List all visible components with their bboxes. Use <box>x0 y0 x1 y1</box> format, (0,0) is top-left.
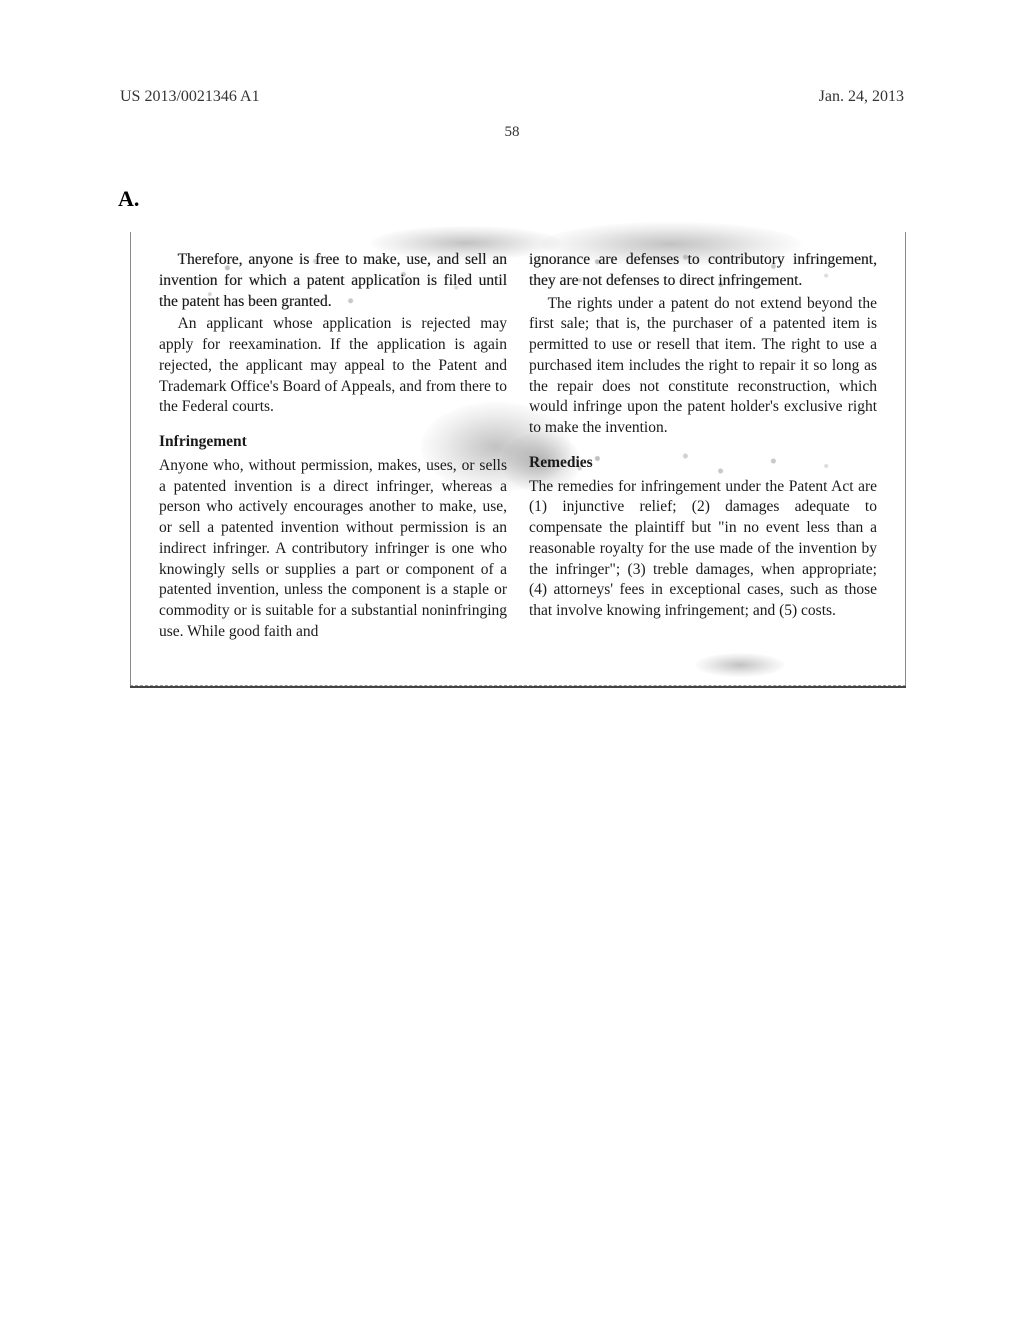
right-column: ignorance are defenses to contributory i… <box>529 250 877 645</box>
doc-date: Jan. 24, 2013 <box>819 88 904 106</box>
left-h-infringement: Infringement <box>159 432 507 453</box>
left-p1: Therefore, anyone is free to make, use, … <box>159 250 507 312</box>
left-column: Therefore, anyone is free to make, use, … <box>159 250 507 645</box>
page-number: 58 <box>0 124 1024 141</box>
right-h-remedies: Remedies <box>529 453 877 474</box>
left-p2: An applicant whose application is reject… <box>159 314 507 418</box>
section-letter: A. <box>118 186 1024 212</box>
right-p2: The rights under a patent do not extend … <box>529 294 877 439</box>
scan-content: Therefore, anyone is free to make, use, … <box>130 232 906 686</box>
right-p3: The remedies for infringement under the … <box>529 477 877 622</box>
right-p1: ignorance are defenses to contributory i… <box>529 250 877 292</box>
page-header: US 2013/0021346 A1 Jan. 24, 2013 <box>0 0 1024 106</box>
left-p3: Anyone who, without permission, makes, u… <box>159 456 507 643</box>
bottom-rule <box>130 686 906 688</box>
doc-id: US 2013/0021346 A1 <box>120 88 260 106</box>
